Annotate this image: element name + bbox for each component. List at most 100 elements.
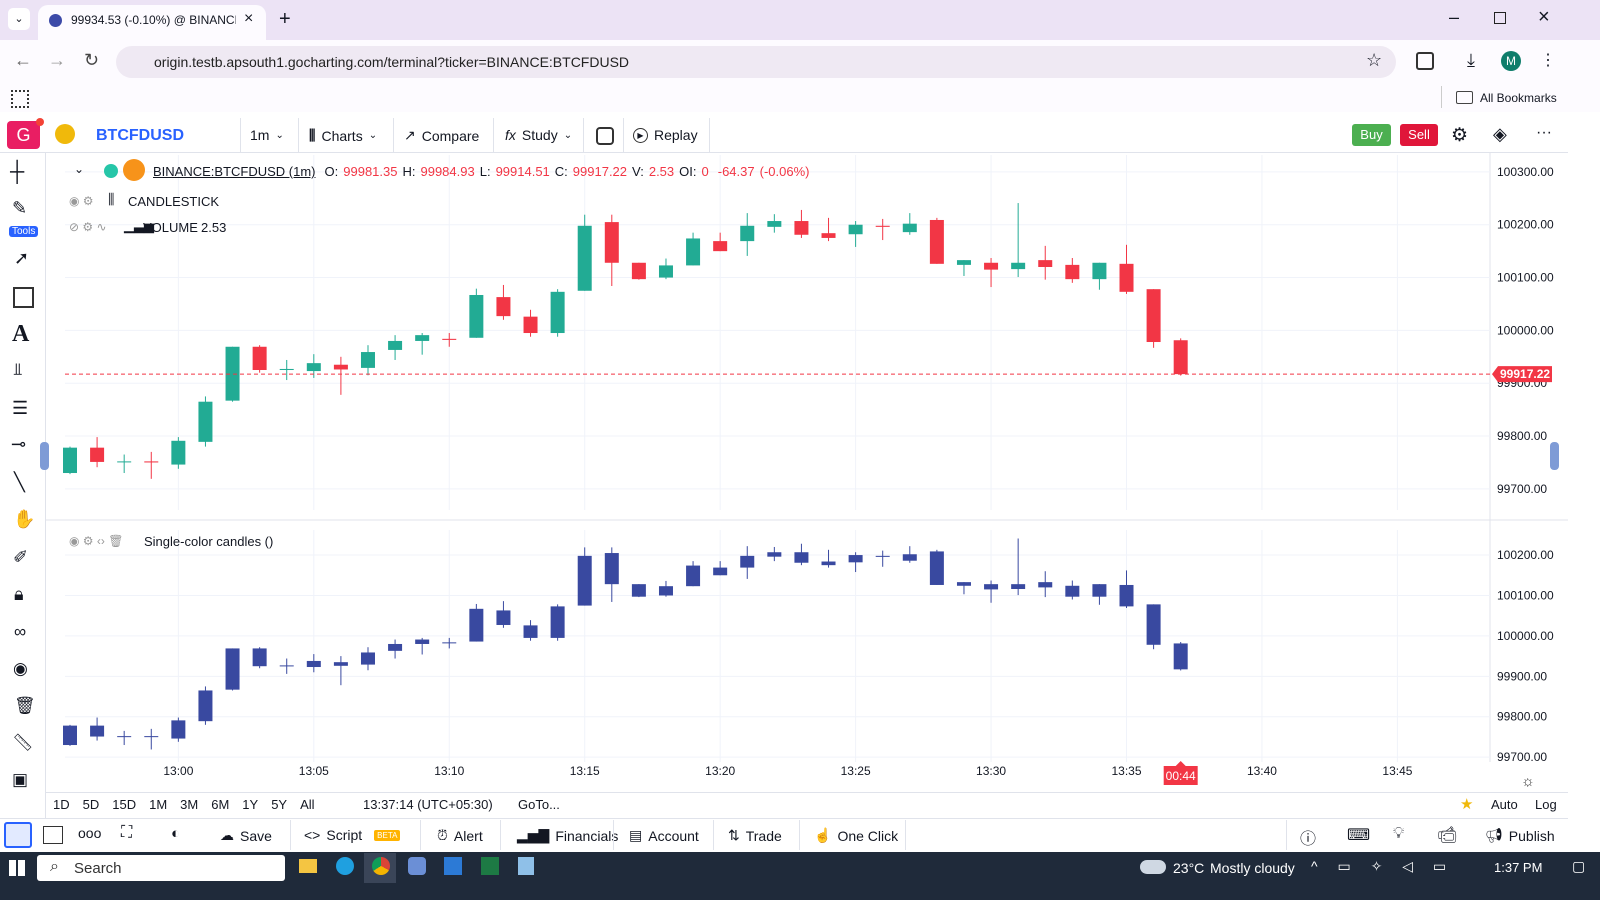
forward[interactable]: → xyxy=(48,50,66,70)
channel-tool[interactable]: ☰ xyxy=(12,398,29,418)
study-controls[interactable]: ⊘ ⚙ ∿ xyxy=(69,220,107,234)
url-text[interactable]: origin.testb.apsouth1.gocharting.com/ter… xyxy=(154,54,630,70)
study-controls[interactable]: ◉ ⚙ ‹› 🗑︎ xyxy=(69,534,124,548)
active-tab[interactable] xyxy=(38,5,266,40)
app-vscode[interactable] xyxy=(444,857,462,875)
rectangle-tool[interactable] xyxy=(13,287,34,308)
range-button[interactable]: 5D xyxy=(82,797,100,812)
compare-button[interactable]: ↗ Compare xyxy=(404,127,480,144)
pen-tool[interactable]: ✎ xyxy=(12,198,28,218)
minimize[interactable]: – xyxy=(1449,7,1460,27)
start-button[interactable] xyxy=(9,860,25,876)
sell-button[interactable]: Sell xyxy=(1400,124,1438,146)
app-edge[interactable] xyxy=(336,857,354,875)
fib-tool[interactable]: ⫫ xyxy=(13,360,23,379)
profile[interactable]: M xyxy=(1501,51,1521,71)
delete-tool[interactable]: 🗑︎ xyxy=(14,696,36,715)
fullscreen[interactable]: ⛶ xyxy=(121,824,133,841)
interval[interactable]: 1m ⌄ xyxy=(250,127,284,143)
downloads[interactable]: ⤓ xyxy=(1467,50,1475,70)
range-button[interactable]: 15D xyxy=(112,797,137,812)
alert-button[interactable]: ⏰︎ Alert xyxy=(437,827,483,844)
theme[interactable]: ◐ xyxy=(171,825,181,842)
lock-tool[interactable]: 🔒︎ xyxy=(14,584,24,604)
publish-button[interactable]: 📢︎ Publish xyxy=(1485,827,1555,844)
goto[interactable]: GoTo... xyxy=(518,797,560,812)
notifications[interactable]: ▢ xyxy=(1572,858,1586,874)
legend-collapse[interactable]: ⌄ xyxy=(74,162,85,176)
legend-symbol[interactable]: BINANCE:BTCFDUSD (1m) xyxy=(153,164,316,179)
auto-scale[interactable]: Auto xyxy=(1491,797,1518,812)
buy-button[interactable]: Buy xyxy=(1352,124,1391,146)
charts-button[interactable]: ⫼ Charts ⌄ xyxy=(309,127,378,144)
brush-tool[interactable]: ✐ xyxy=(13,547,29,567)
tab-close[interactable]: × xyxy=(244,10,254,27)
layout-single[interactable] xyxy=(4,822,32,848)
drawing-tool[interactable]: ▣ xyxy=(12,770,29,789)
tray-icons[interactable]: ^ ▭ ✧ ◁ ▭ xyxy=(1311,858,1455,874)
url-bar[interactable] xyxy=(116,46,1396,78)
link-tool[interactable]: ∞ xyxy=(14,622,27,641)
range-button[interactable]: 3M xyxy=(180,797,199,812)
log-scale[interactable]: Log xyxy=(1535,797,1557,812)
layout-more[interactable]: ooo xyxy=(78,825,102,841)
one-click-button[interactable]: ☝ One Click xyxy=(814,827,899,844)
symbol[interactable]: BTCFDUSD xyxy=(96,127,184,144)
study-controls[interactable]: ◉ ⚙ xyxy=(69,194,94,208)
text-tool[interactable]: A xyxy=(12,321,30,347)
back[interactable]: ← xyxy=(14,50,32,70)
study-single-color[interactable]: Single-color candles () xyxy=(144,534,274,549)
close-window[interactable]: × xyxy=(1538,6,1550,28)
app-excel[interactable] xyxy=(481,857,499,875)
replay-button[interactable]: ▶ Replay xyxy=(633,127,698,143)
app-notepad[interactable] xyxy=(518,857,534,875)
collapse-right[interactable] xyxy=(1550,442,1559,470)
maximize[interactable] xyxy=(1494,12,1506,24)
line-tool[interactable]: ⊸ xyxy=(11,434,27,454)
study-candlestick[interactable]: CANDLESTICK xyxy=(128,194,220,209)
range-button[interactable]: 1Y xyxy=(242,797,259,812)
tools-badge[interactable]: Tools xyxy=(9,226,39,237)
app-paint[interactable] xyxy=(408,857,426,875)
financials-button[interactable]: ▂▅▇ Financials xyxy=(517,827,619,844)
script-button[interactable]: <> Script BETA xyxy=(304,827,401,843)
trend-tool[interactable]: ╲ xyxy=(14,472,25,492)
layers-button[interactable]: ◈ xyxy=(1493,124,1507,144)
new-tab[interactable]: + xyxy=(279,8,291,30)
range-button[interactable]: 1D xyxy=(53,797,70,812)
save-button[interactable]: ☁ Save xyxy=(220,827,272,844)
crosshair-tool[interactable]: ┼ xyxy=(10,161,25,183)
study-volume[interactable]: VOLUME xyxy=(143,220,198,235)
app-explorer[interactable] xyxy=(299,859,317,873)
collapse-left[interactable] xyxy=(40,442,49,470)
ruler-tool[interactable]: 📏︎ xyxy=(12,733,34,752)
apps[interactable] xyxy=(11,90,29,108)
settings-button[interactable]: ⚙ xyxy=(1451,125,1469,146)
range-button[interactable]: 1M xyxy=(149,797,168,812)
layout-split[interactable] xyxy=(43,826,63,844)
hand-tool[interactable]: ✋ xyxy=(13,509,36,529)
trade-button[interactable]: ⇅ Trade xyxy=(728,827,782,844)
favorite[interactable]: ★ xyxy=(1460,796,1474,813)
app-logo[interactable]: G xyxy=(7,121,40,149)
snapshot-button[interactable] xyxy=(596,127,614,145)
bookmark-star[interactable]: ☆ xyxy=(1366,50,1383,70)
ideas[interactable]: 💡︎ xyxy=(1393,825,1405,842)
range-button[interactable]: All xyxy=(300,797,315,812)
range-button[interactable]: 6M xyxy=(211,797,230,812)
app-chrome[interactable] xyxy=(372,857,390,875)
visibility-tool[interactable]: ◉ xyxy=(13,659,28,678)
more-button[interactable]: ··· xyxy=(1536,124,1552,141)
pointer-tool[interactable]: ➚ xyxy=(14,248,30,268)
video[interactable]: 📹︎ xyxy=(1437,827,1458,844)
extensions[interactable] xyxy=(1416,52,1434,70)
help[interactable]: ⓘ xyxy=(1300,831,1317,848)
study-button[interactable]: fx Study ⌄ xyxy=(505,127,573,143)
all-bookmarks[interactable]: All Bookmarks xyxy=(1480,91,1557,105)
reload[interactable]: ↻ xyxy=(84,50,100,70)
keyboard[interactable]: ⌨ xyxy=(1347,827,1371,844)
browser-menu[interactable]: ⋮ xyxy=(1540,52,1556,69)
search-box[interactable] xyxy=(37,855,285,881)
account-button[interactable]: ▤ Account xyxy=(629,827,699,844)
range-button[interactable]: 5Y xyxy=(271,797,288,812)
